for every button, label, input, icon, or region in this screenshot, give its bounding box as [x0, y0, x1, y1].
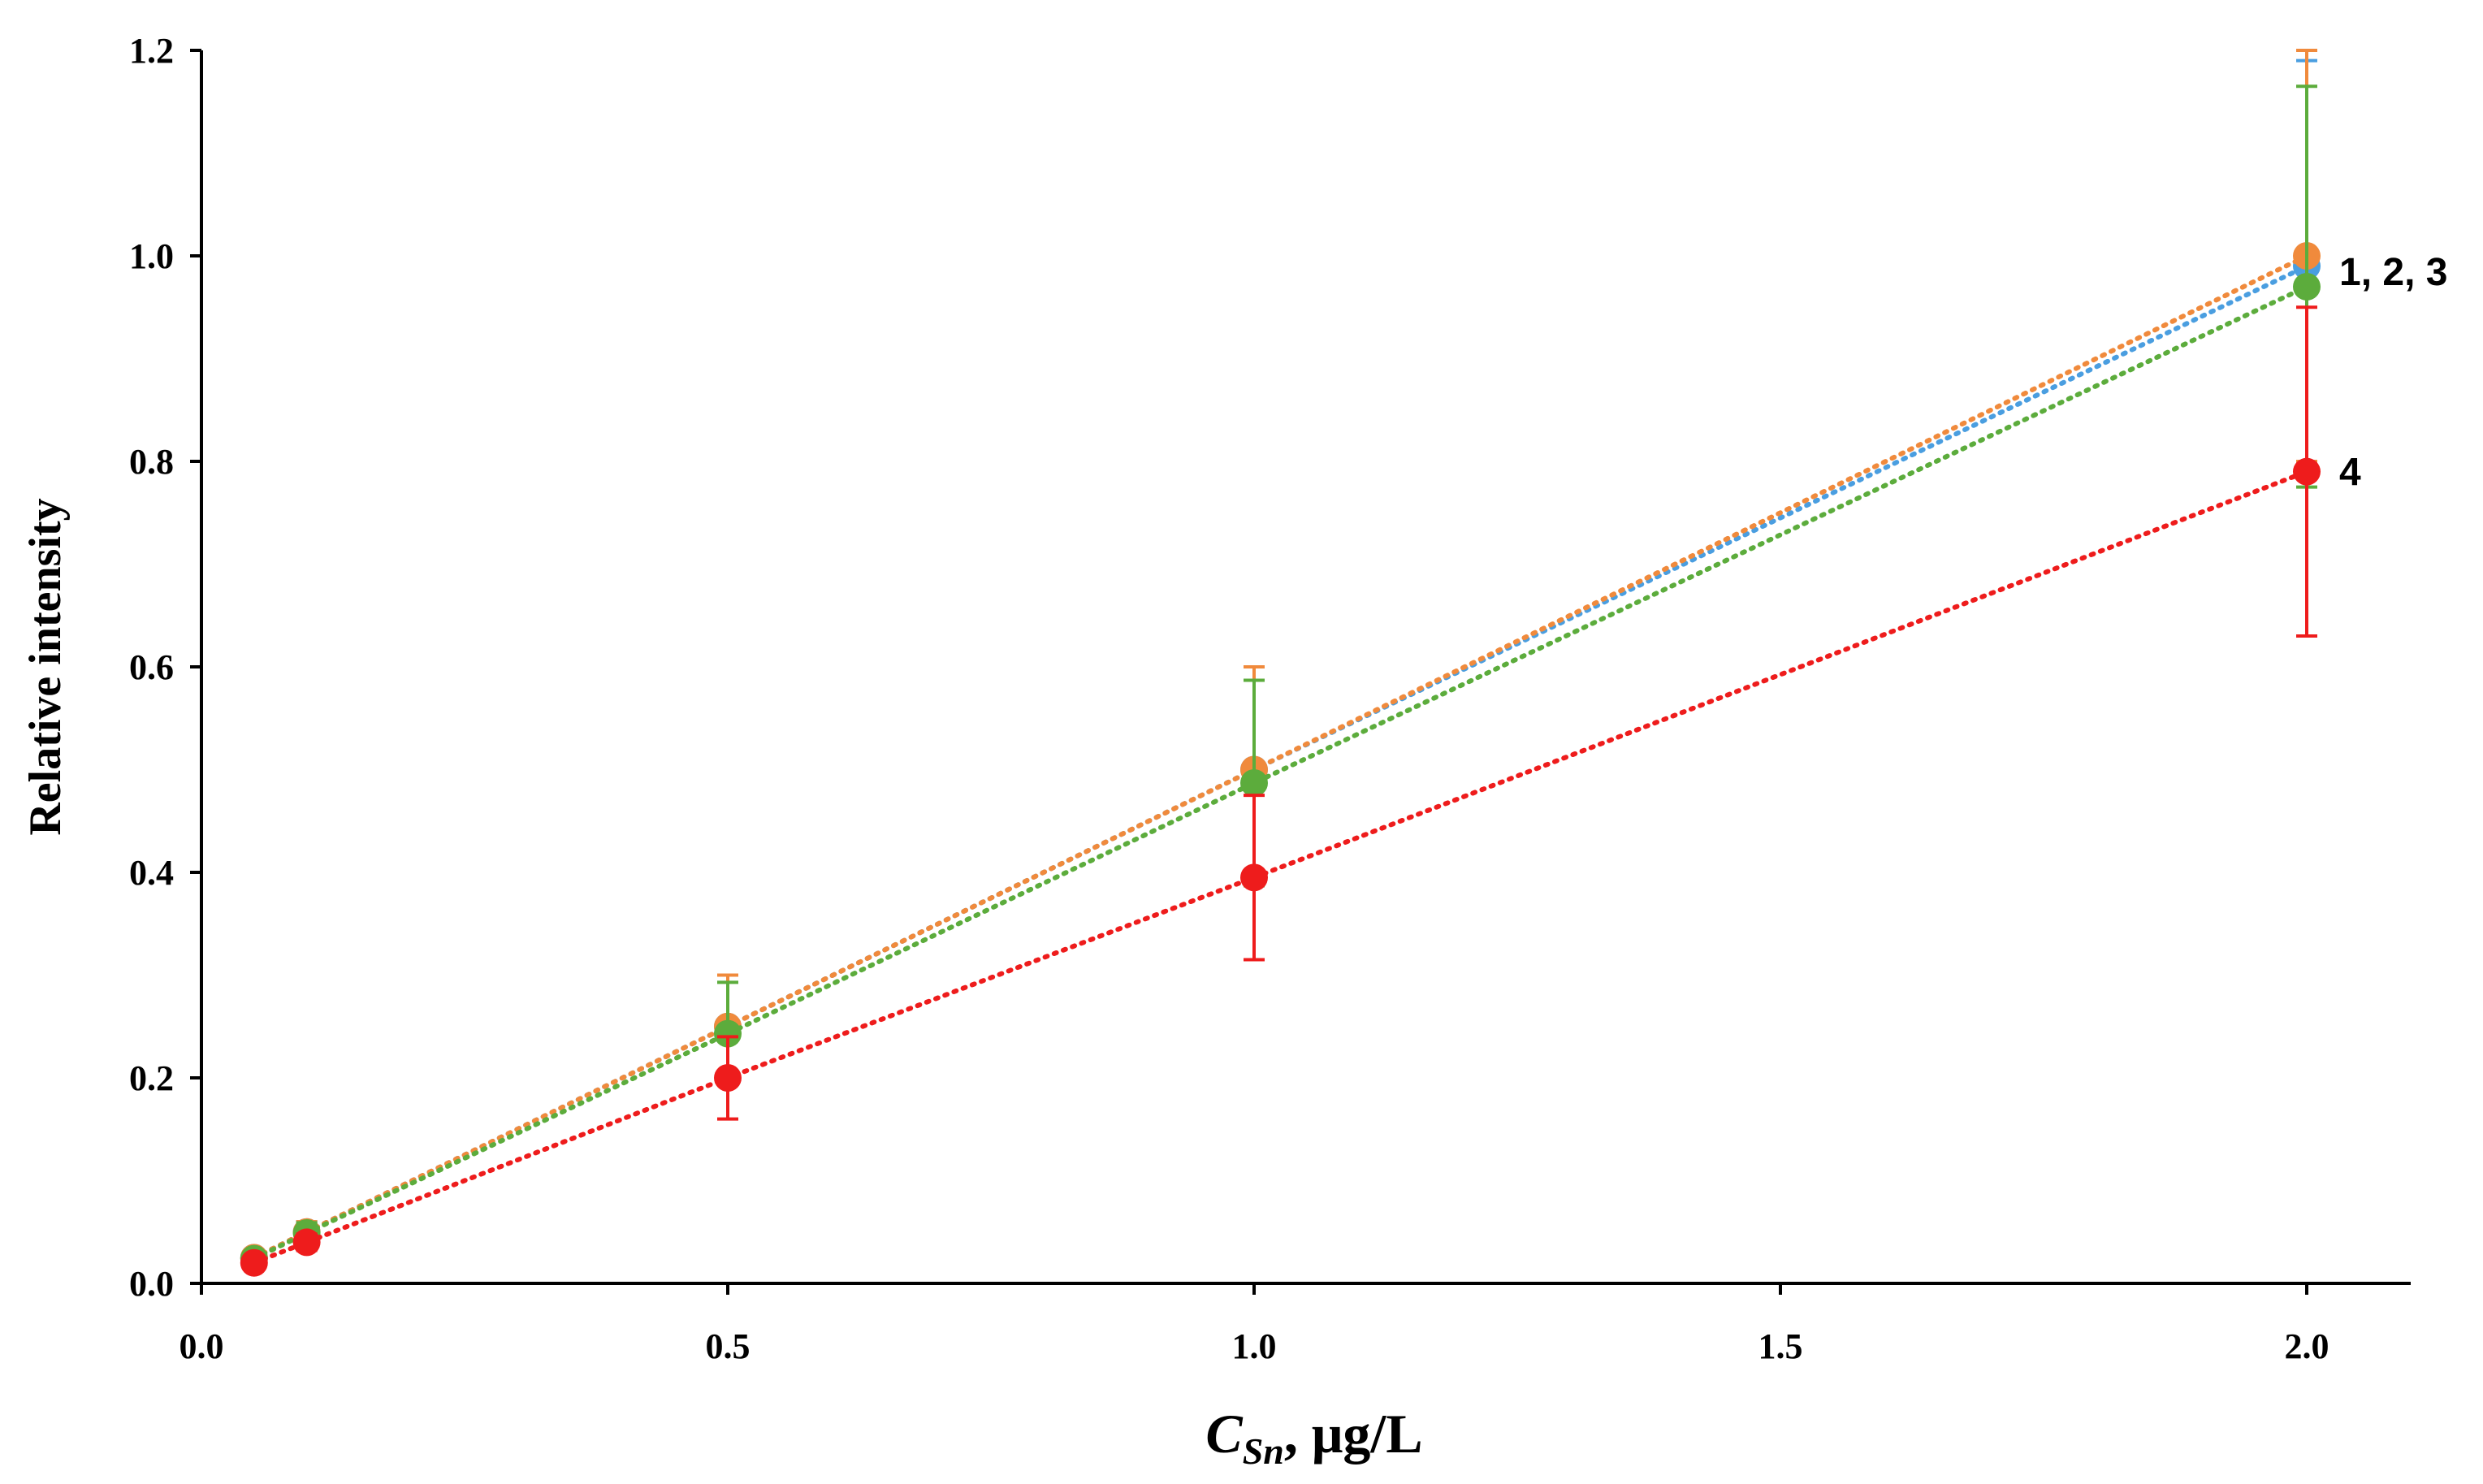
plot-area [240, 49, 2321, 1277]
y-tick-label: 0.2 [129, 1058, 174, 1098]
y-tick-label: 0.8 [129, 442, 174, 482]
x-tick-label: 0.0 [180, 1326, 224, 1366]
data-point [292, 1228, 321, 1257]
axes [200, 50, 2411, 1285]
ticks: 0.0 0.2 0.4 0.6 0.8 1.0 1.2 0.0 0.5 1.0 1.5 2.0 [129, 31, 2329, 1366]
series-label: 1, 2, 3 [2339, 251, 2447, 294]
x-tick-label: 2.0 [2285, 1326, 2329, 1366]
data-point [2293, 272, 2321, 301]
series-1 [240, 58, 2321, 1272]
data-point [2293, 457, 2321, 486]
x-tick-label: 0.5 [706, 1326, 751, 1366]
annotations: 1, 2, 3 4 [2339, 251, 2447, 495]
y-tick-label: 1.0 [129, 236, 174, 276]
y-axis-title: Relative intensity [20, 498, 71, 835]
series-2 [240, 49, 2321, 1272]
x-axis-title: CSn, μg/L [1205, 1403, 1422, 1472]
x-axis-title-subscript: Sn [1243, 1430, 1284, 1472]
x-axis-title-unit: , μg/L [1284, 1403, 1423, 1465]
trendline-series-3 [251, 283, 2309, 1261]
y-tick-label: 0.6 [129, 647, 174, 687]
data-point [1240, 863, 1268, 892]
trendline-series-4 [251, 469, 2309, 1266]
y-tick-label: 1.2 [129, 31, 174, 71]
series-3 [240, 84, 2321, 1273]
series-label: 4 [2339, 452, 2361, 495]
series-4 [240, 305, 2321, 1277]
data-point [240, 1248, 268, 1277]
y-tick-label: 0.0 [129, 1264, 174, 1304]
trendline-series-2 [251, 253, 2309, 1261]
x-tick-label: 1.5 [1758, 1326, 1803, 1366]
data-point [1240, 768, 1268, 797]
y-tick-label: 0.4 [129, 853, 174, 893]
data-point [714, 1019, 742, 1048]
data-point [714, 1064, 742, 1092]
x-tick-label: 1.0 [1232, 1326, 1277, 1366]
x-axis-title-main: C [1205, 1403, 1243, 1465]
